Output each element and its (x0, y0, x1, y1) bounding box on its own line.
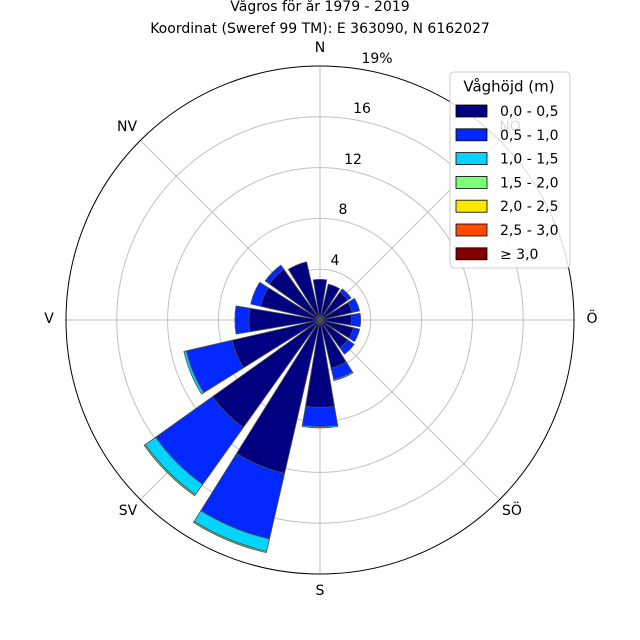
direction-label-se: SÖ (502, 501, 522, 519)
rose-bar-180-bin-1 (301, 405, 339, 428)
legend-swatch-3 (455, 175, 488, 189)
rose-bar-337.5-bin-0 (287, 261, 321, 321)
rose-bar-247.5-bin-2 (183, 350, 205, 395)
legend-swatch-2 (455, 152, 488, 166)
rose-bar-180-bin-2 (301, 424, 339, 429)
grid-spoke (319, 319, 500, 500)
legend-swatch-0 (455, 104, 488, 118)
rose-bar-270-bin-1 (234, 305, 251, 335)
legend-box (449, 71, 571, 269)
legend-label-4: 2,0 - 2,5 (500, 199, 558, 215)
legend-title: Våghöjd (m) (463, 78, 554, 96)
direction-label-e: Ö (586, 309, 597, 327)
legend-label-2: 1,0 - 1,5 (500, 152, 558, 168)
direction-label-sw: SV (119, 503, 138, 519)
rose-bar-225-bin-3 (143, 444, 196, 497)
legend-swatch-1 (455, 128, 488, 142)
rose-bar-315-bin-1 (264, 264, 285, 285)
rose-bar-0-bin-0 (312, 278, 328, 321)
polar-frame (65, 65, 575, 575)
rose-bar-135-bin-1 (339, 339, 355, 355)
radial-label-max: 19% (361, 51, 392, 67)
direction-label-n: N (315, 40, 325, 56)
direction-label-w: V (44, 311, 54, 327)
legend-label-1: 0,5 - 1,0 (500, 128, 558, 144)
legend-label-3: 1,5 - 2,0 (500, 175, 558, 191)
legend-swatch-6 (455, 247, 488, 261)
rose-bar-45-bin-1 (339, 288, 352, 301)
legend-swatch-4 (455, 199, 488, 213)
legend-label-0: 0,0 - 0,5 (500, 104, 558, 120)
legend-label-6: ≥ 3,0 (500, 247, 538, 263)
chart-subtitle: Koordinat (Sweref 99 TM): E 363090, N 61… (150, 21, 490, 37)
rose-bar-202.5-bin-3 (192, 520, 268, 554)
direction-label-nw: NV (117, 119, 137, 135)
rose-bar-157.5-bin-2 (333, 371, 354, 382)
legend-swatch-5 (455, 223, 488, 237)
rose-bar-90-bin-1 (350, 312, 362, 328)
radial-label-4: 4 (331, 253, 340, 269)
rose-bar-22.5-bin-0 (319, 283, 341, 321)
radial-label-8: 8 (339, 202, 348, 218)
direction-label-s: S (316, 583, 325, 599)
legend-label-5: 2,5 - 3,0 (500, 223, 558, 239)
rose-bar-67.5-bin-1 (347, 297, 361, 314)
rose-bar-112.5-bin-1 (348, 327, 361, 343)
legend: Våghöjd (m) 0,0 - 0,5 0,5 - 1,0 1,0 - 1,5 1… (449, 71, 571, 269)
rose-bars (143, 261, 362, 554)
rose-bar-292.5-bin-1 (250, 281, 269, 307)
chart-title: Vågros för år 1979 - 2019 (230, 0, 409, 15)
radial-label-12: 12 (344, 152, 362, 168)
radial-label-16: 16 (353, 101, 371, 117)
